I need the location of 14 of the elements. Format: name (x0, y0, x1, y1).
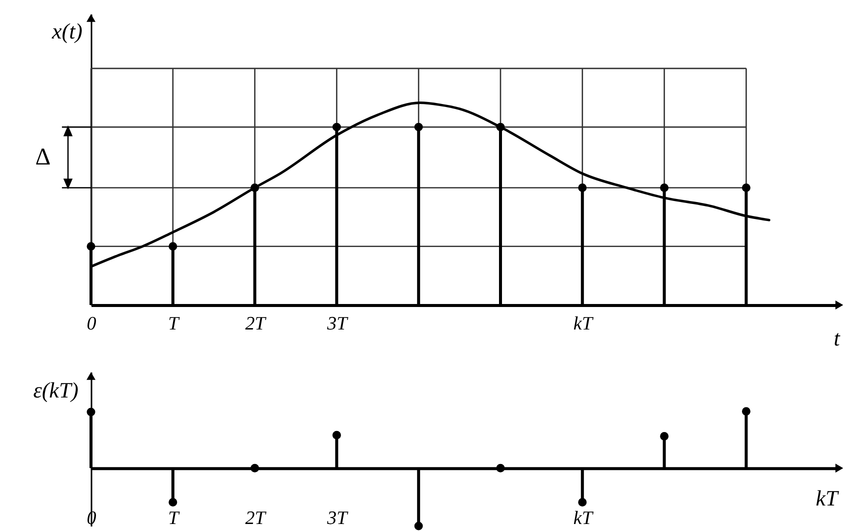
x-axis-title: t (834, 325, 841, 350)
x-tick-label: T (168, 508, 180, 529)
x-tick-label: T (168, 313, 180, 334)
x-tick-label: 3T (326, 313, 349, 334)
x-tick-label: 2T (245, 508, 267, 529)
x-tick-label: kT (573, 508, 594, 529)
x-tick-label: 2T (245, 313, 267, 334)
text: Δ (35, 144, 51, 170)
x-tick-label: 0 (86, 313, 97, 334)
y-axis-title: x(t) (50, 18, 82, 44)
x-tick-label: kT (573, 313, 594, 334)
x-axis-title: kT (816, 486, 840, 511)
x-tick-label: 3T (326, 508, 349, 529)
y-axis-title: ε(kT) (33, 377, 78, 402)
